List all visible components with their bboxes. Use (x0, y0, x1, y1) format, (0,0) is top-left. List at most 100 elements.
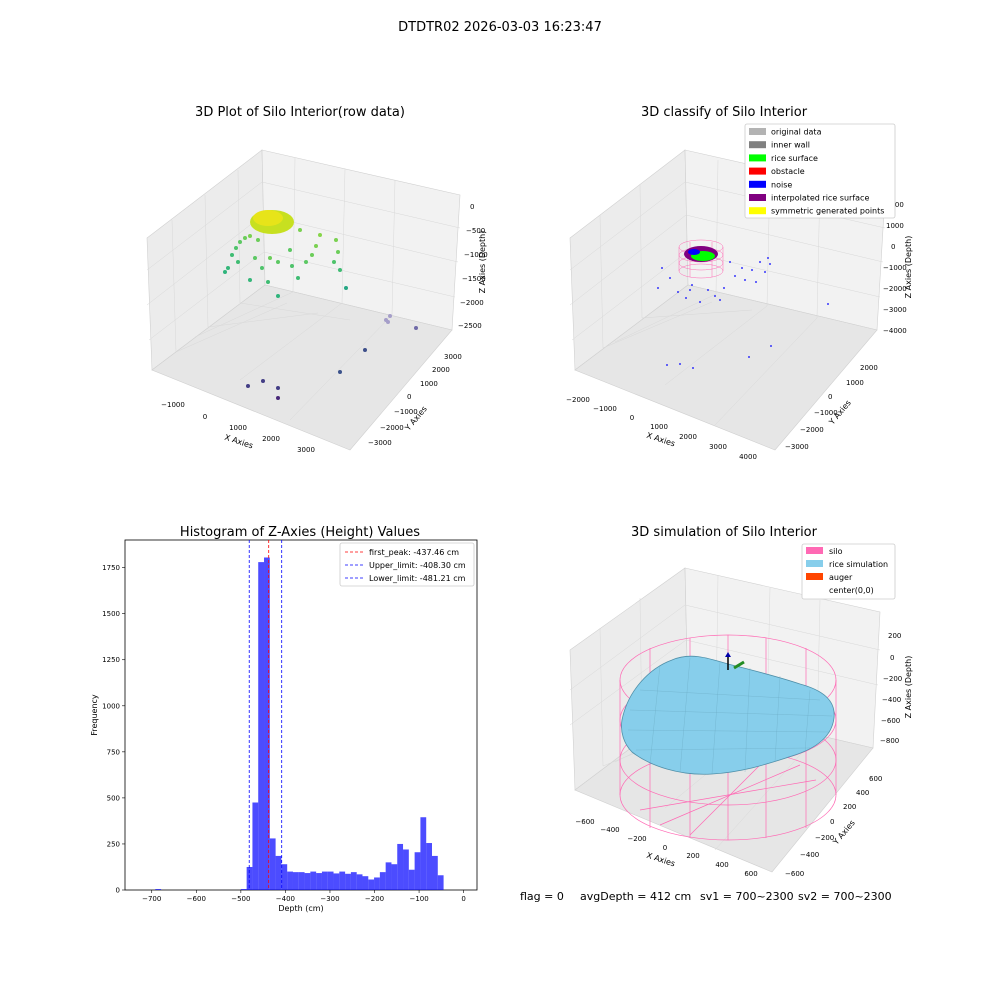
histogram-axes-frame (124, 539, 478, 891)
legend-label: first_peak: -437.46 cm (369, 548, 459, 557)
histogram-title: Histogram of Z-Axies (Height) Values (180, 525, 420, 540)
x-tick-label: −200 (365, 895, 384, 903)
raw-point (304, 260, 308, 264)
classify-z-tick: −2000 (883, 285, 907, 293)
raw-z-tick: −1000 (464, 251, 488, 259)
raw-point (290, 264, 294, 268)
histogram-bar (437, 875, 444, 890)
x-tick-label: −600 (187, 895, 206, 903)
noise-point (759, 261, 761, 263)
noise-point (729, 261, 731, 263)
histogram-y-ticks: 0 250 500 750 1000 1250 1500 1750 (102, 564, 125, 895)
legend-swatch (806, 573, 823, 580)
classify-y-tick: −3000 (785, 443, 809, 451)
histogram-bar (414, 852, 421, 890)
x-tick-label: −300 (320, 895, 339, 903)
panel-simulation-3d: 3D simulation of Silo Interior (569, 525, 913, 878)
legend-label: Upper_limit: -408.30 cm (369, 561, 466, 570)
legend-label: rice simulation (829, 560, 888, 569)
histogram-reference-lines (248, 540, 283, 890)
noise-point (764, 271, 766, 273)
histogram-x-ticks: −700 −600 −500 −400 −300 −200 −100 0 (142, 890, 466, 903)
raw-x-tick: 0 (203, 413, 207, 421)
panel-raw-3d-scatter: 3D Plot of Silo Interior(row data) −1000… (146, 105, 488, 454)
auger-marker (725, 652, 745, 670)
auger-icon (733, 660, 745, 670)
simulation-z-axis-label: Z Axies (Depth) (904, 656, 913, 719)
simulation-z-tick: −800 (880, 737, 899, 745)
raw-z-tick: −2500 (458, 322, 482, 330)
histogram-bar (275, 855, 282, 890)
rice-surface-mesh (627, 657, 833, 775)
noise-point (669, 277, 671, 279)
raw-point (234, 246, 238, 250)
noise-point (707, 289, 709, 291)
raw-z-axis-label: Z Axies (Depth) (478, 231, 487, 294)
histogram-bar (246, 866, 253, 890)
raw-x-tick: −1000 (161, 401, 185, 409)
noise-point (827, 303, 829, 305)
legend-swatch (749, 167, 766, 175)
histogram-bar (431, 855, 438, 890)
noise-point (767, 257, 769, 259)
classify-x-tick: 3000 (709, 443, 727, 451)
simulation-y-tick: −600 (785, 870, 804, 878)
raw-point (336, 250, 340, 254)
classify-x-axis-label: X Axies (645, 431, 676, 449)
raw-point (384, 318, 388, 322)
raw-point (223, 270, 227, 274)
raw-axes-panes (146, 149, 461, 451)
histogram-bar (374, 877, 380, 890)
histogram-bar (385, 862, 392, 890)
noise-point (677, 291, 679, 293)
legend-swatch (749, 207, 766, 215)
simulation-y-tick: 600 (869, 775, 882, 783)
raw-x-tick: 2000 (262, 435, 280, 443)
histogram-bar (269, 838, 276, 890)
classify-grid-lines (569, 159, 886, 426)
legend-label: Lower_limit: -481.21 cm (369, 574, 466, 583)
rice-surface-highlight (253, 210, 283, 226)
simulation-z-tick: −600 (881, 717, 900, 725)
y-tick-label: 250 (107, 840, 120, 848)
raw-x-axis-label: X Axies (223, 433, 254, 451)
classify-z-axis-label: Z Axies (Depth) (904, 236, 913, 299)
noise-point (657, 287, 659, 289)
legend-label: obstacle (771, 167, 805, 176)
classify-noise-points (657, 257, 829, 369)
legend-label: noise (771, 180, 792, 189)
histogram-bar (258, 562, 265, 890)
histogram-bar (420, 817, 427, 890)
raw-point (310, 253, 314, 257)
histogram-y-axis-label: Frequency (90, 694, 99, 736)
histogram-bar (426, 843, 432, 890)
histogram-bar (408, 869, 415, 890)
histogram-bar (350, 872, 357, 890)
raw-point (276, 260, 280, 264)
y-tick-label: 1250 (102, 656, 120, 664)
legend-swatch (749, 194, 766, 201)
status-sv1: sv1 = 700~2300 (700, 890, 794, 903)
legend-swatch (749, 128, 766, 135)
simulation-y-axis-label: Y Axies (831, 818, 857, 847)
raw-point (363, 348, 367, 352)
x-tick-label: 0 (461, 895, 465, 903)
histogram-bar (339, 871, 346, 890)
noise-point (679, 363, 681, 365)
classify-legend-box (744, 123, 896, 219)
histogram-legend-box (339, 542, 475, 587)
legend-swatch (749, 154, 766, 162)
raw-point (268, 256, 272, 260)
simulation-z-tick: 0 (890, 654, 894, 662)
raw-point (236, 260, 240, 264)
noise-point (714, 295, 716, 297)
noise-point (769, 263, 771, 265)
raw-point (246, 384, 250, 388)
histogram-bar (345, 873, 351, 890)
classify-z-tick: −1000 (883, 264, 907, 272)
raw-point (318, 233, 322, 237)
simulation-x-tick: 0 (663, 844, 667, 852)
histogram-bar (356, 874, 363, 890)
raw-point (226, 266, 230, 270)
